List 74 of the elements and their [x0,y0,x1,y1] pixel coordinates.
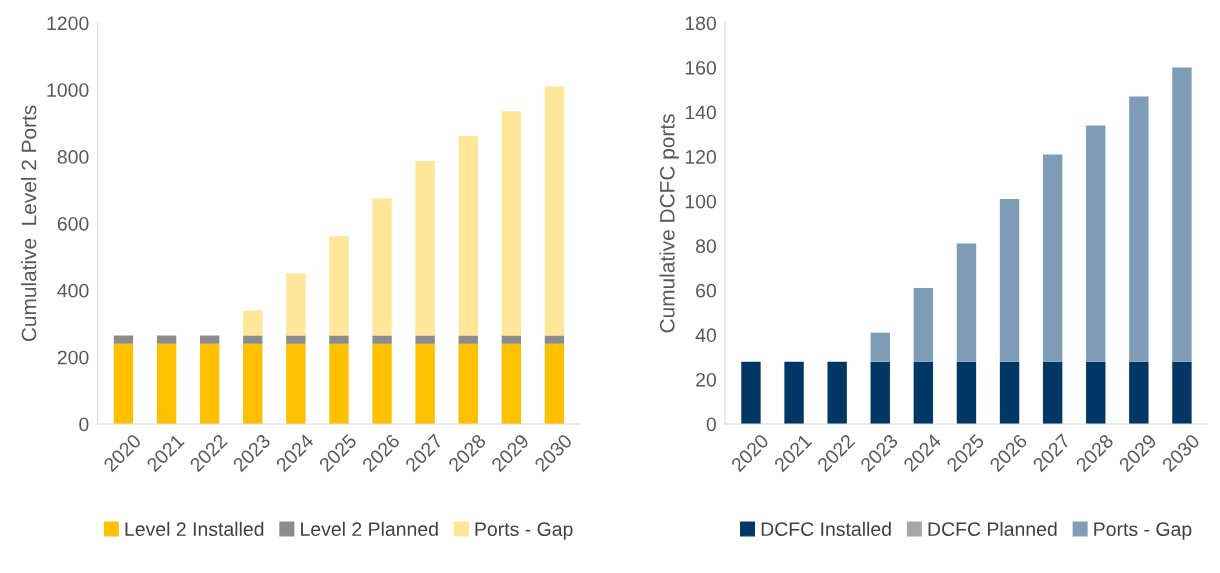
bar [1129,96,1149,362]
bar [243,335,263,344]
bar [372,335,392,344]
y-tick-label: 400 [57,283,89,298]
legend-label: Level 2 Planned [301,521,438,537]
legend-label: DCFC Planned [928,521,1057,537]
y-tick-label: 0 [79,417,89,432]
legend-label: DCFC Installed [761,521,891,537]
bar [329,343,349,425]
bar [199,343,220,425]
bar [156,343,177,425]
bar [113,335,134,344]
bar [544,343,565,425]
bar [372,198,392,336]
y-tick-label: 120 [685,150,717,164]
bar [113,343,134,425]
bar [1042,361,1063,425]
y-tick-label: 200 [57,350,89,365]
y-tick-label: 40 [695,328,717,343]
y-tick-label: 20 [696,372,717,387]
legend-label: Level 2 Installed [125,521,264,537]
bar [286,273,306,336]
bar [243,343,263,425]
bar [458,335,478,344]
bar [501,343,522,425]
bar [913,288,934,362]
bar [501,335,522,344]
bar [1129,361,1149,425]
bar [544,86,565,336]
y-tick-label: 800 [57,150,89,164]
y-tick-label: 100 [685,194,717,209]
bar [329,236,349,336]
bar [329,335,349,344]
bar [458,135,478,336]
bar [415,343,435,425]
y-tick-label: 1000 [47,83,89,98]
bar [372,343,392,425]
bar [999,198,1020,362]
bar [286,335,306,344]
bar [1172,67,1192,362]
legend-label: Ports - Gap [475,522,573,540]
bar [999,361,1020,425]
bar [1086,361,1106,425]
bar [156,335,177,344]
y-tick-label: 1200 [47,16,89,31]
bar [501,111,522,336]
bar [286,343,306,425]
bar [199,335,220,344]
bar [544,335,565,344]
bar [1086,125,1106,362]
bar [784,361,804,425]
bar [827,361,847,425]
bar [243,310,263,336]
y-tick-label: 60 [696,283,717,298]
bar [1042,154,1063,362]
y-tick-label: 80 [695,239,717,253]
bar [956,243,977,362]
bar [913,361,934,425]
y-tick-label: 180 [685,16,717,31]
y-tick-label: 140 [685,105,717,120]
bar [870,332,890,362]
bar [956,361,977,425]
y-tick-label: 160 [685,60,717,75]
y-tick-label: 600 [57,216,89,231]
bar [458,343,478,425]
bar [415,335,435,344]
bar [1172,361,1192,425]
y-tick-label: 0 [706,417,717,432]
y-axis-title: Cumulative DCFC ports [659,114,679,333]
y-axis-title: Cumulative Level 2 Ports [21,105,37,342]
bar [741,361,761,425]
bar [870,361,890,425]
legend-label: Ports - Gap [1094,522,1192,540]
bar [415,160,435,336]
